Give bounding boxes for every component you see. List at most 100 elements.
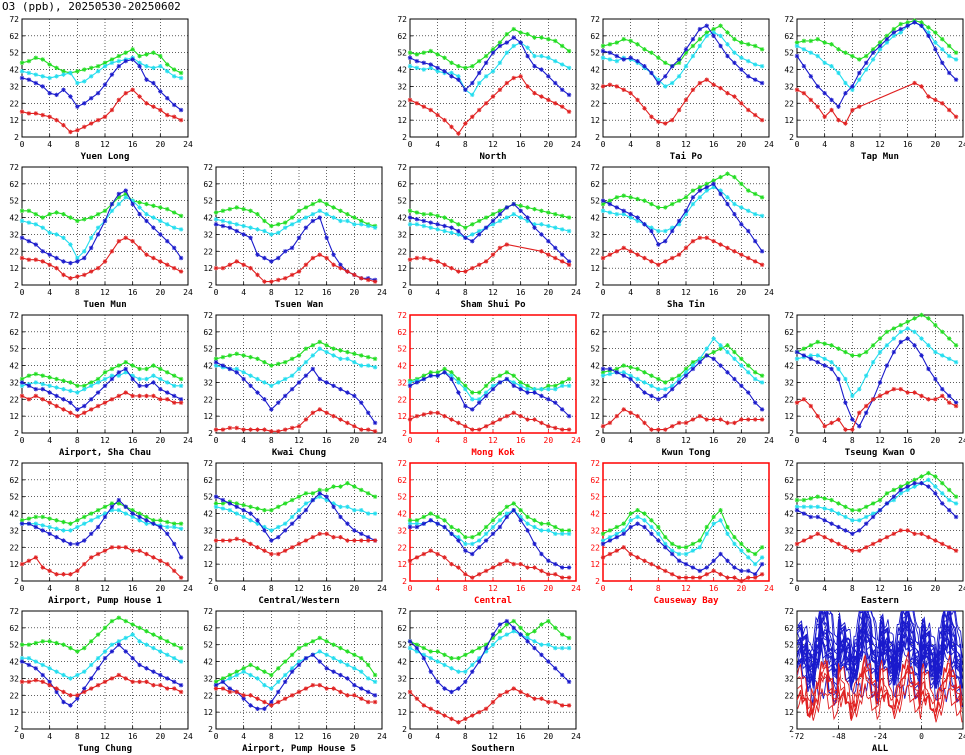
data-point — [539, 53, 544, 59]
x-tick-label: 16 — [709, 140, 719, 149]
data-point — [158, 107, 163, 113]
series-line — [22, 193, 182, 222]
y-tick-label: 42 — [590, 362, 600, 371]
data-point — [331, 669, 336, 674]
data-point — [704, 185, 709, 190]
data-point — [621, 373, 626, 378]
x-tick-label: 12 — [294, 732, 304, 741]
data-point — [82, 217, 87, 222]
data-point — [151, 225, 156, 230]
data-point — [919, 84, 924, 89]
series-red — [19, 87, 184, 135]
data-point — [470, 114, 475, 119]
panel-frame — [21, 166, 189, 286]
data-point — [331, 383, 336, 388]
x-tick-label: 0 — [20, 732, 25, 741]
data-point — [628, 249, 633, 254]
data-point — [690, 417, 696, 422]
series-red — [794, 80, 959, 126]
data-point — [151, 215, 156, 220]
data-point — [919, 531, 924, 536]
data-point — [656, 531, 661, 536]
data-point — [47, 375, 52, 380]
y-tick-label: 52 — [203, 493, 213, 502]
data-point — [456, 380, 461, 385]
data-point — [476, 538, 482, 543]
data-point — [463, 572, 468, 577]
data-point — [649, 531, 654, 536]
data-point — [144, 518, 149, 523]
data-point — [165, 69, 170, 74]
data-point — [933, 491, 938, 496]
data-point — [61, 123, 66, 128]
data-point — [877, 47, 883, 52]
data-point — [26, 208, 32, 214]
data-point — [289, 222, 295, 227]
data-point — [338, 672, 343, 678]
y-tick-label: 2 — [208, 281, 213, 290]
series-cyan — [213, 649, 378, 691]
data-point — [310, 218, 316, 224]
data-point — [33, 72, 39, 77]
data-point — [946, 53, 952, 59]
data-point — [525, 53, 530, 59]
data-point — [276, 255, 281, 261]
x-tick-label: 16 — [322, 732, 332, 741]
data-point — [490, 518, 496, 523]
data-point — [449, 656, 454, 661]
series-cyan — [794, 326, 959, 399]
data-point — [539, 393, 544, 399]
data-point — [822, 114, 827, 119]
data-point — [566, 575, 572, 580]
data-point — [497, 245, 503, 251]
data-point — [732, 201, 737, 207]
data-point — [88, 662, 94, 668]
data-point — [683, 575, 689, 580]
data-point — [352, 508, 357, 513]
data-point — [511, 508, 516, 513]
data-point — [317, 649, 322, 654]
data-point — [289, 425, 295, 431]
data-point — [178, 227, 184, 232]
data-point — [414, 58, 420, 64]
data-point — [690, 575, 696, 580]
data-point — [213, 217, 219, 222]
data-point — [794, 497, 800, 503]
data-point — [116, 373, 122, 378]
data-point — [116, 191, 122, 197]
y-tick-label: 2 — [14, 133, 19, 142]
data-point — [532, 225, 537, 230]
x-tick-label: 0 — [20, 584, 25, 593]
data-point — [130, 622, 135, 627]
data-point — [116, 53, 122, 59]
data-point — [822, 90, 827, 96]
data-point — [303, 360, 309, 365]
data-point — [808, 97, 814, 103]
data-point — [940, 101, 945, 106]
y-tick-label: 22 — [397, 395, 407, 404]
y-tick-label: 42 — [397, 658, 407, 667]
data-point — [365, 689, 371, 695]
data-point — [435, 370, 440, 375]
x-tick-label: 20 — [737, 140, 747, 149]
data-point — [711, 33, 716, 39]
y-tick-label: 2 — [789, 577, 794, 586]
data-point — [116, 672, 122, 678]
data-point — [165, 524, 170, 530]
data-point — [130, 393, 135, 399]
y-tick-label: 22 — [203, 247, 213, 256]
series-green — [407, 501, 572, 540]
data-point — [905, 484, 910, 489]
data-point — [331, 346, 336, 351]
data-point — [442, 662, 447, 668]
data-point — [248, 225, 253, 230]
data-point — [566, 48, 572, 54]
data-point — [95, 117, 101, 123]
data-point — [940, 491, 945, 496]
data-point — [151, 255, 156, 261]
data-point — [600, 48, 606, 54]
data-point — [836, 376, 841, 382]
x-tick-label: 16 — [516, 732, 526, 741]
data-point — [463, 65, 468, 71]
data-point — [178, 555, 184, 560]
